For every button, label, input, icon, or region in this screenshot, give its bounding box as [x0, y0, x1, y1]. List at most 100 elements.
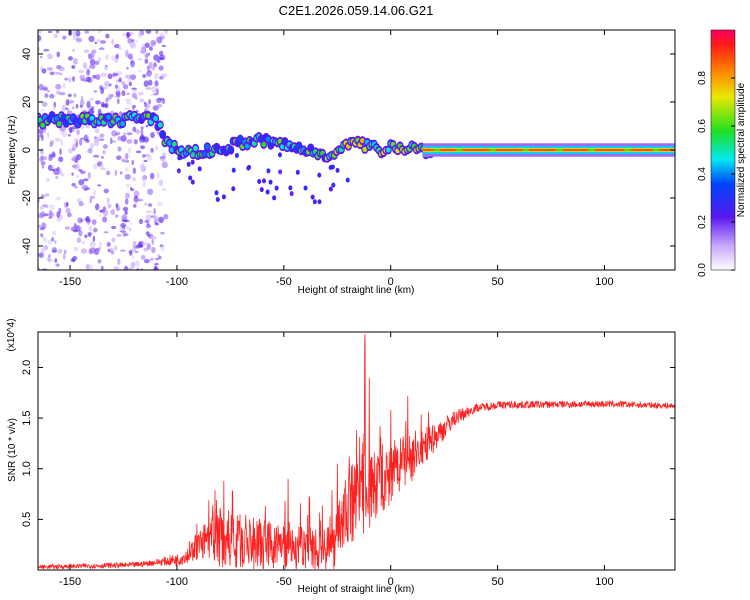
noise-speckle [119, 227, 124, 231]
noise-speckle [78, 169, 83, 172]
noise-speckle [155, 88, 159, 95]
noise-speckle [129, 222, 133, 225]
noise-speckle [80, 170, 86, 174]
noise-speckle [93, 139, 100, 147]
noise-speckle [151, 66, 155, 71]
noise-speckle [44, 93, 49, 98]
noise-speckle [149, 258, 154, 261]
noise-speckle [75, 37, 83, 43]
noise-blob [335, 167, 340, 173]
noise-speckle [123, 265, 129, 270]
spectrogram-y-tick-label: -40 [21, 238, 33, 254]
noise-speckle [142, 181, 146, 188]
noise-speckle [154, 80, 159, 87]
noise-speckle [43, 236, 48, 243]
noise-speckle [137, 58, 143, 61]
noise-blob [190, 179, 195, 185]
noise-speckle [153, 208, 156, 215]
noise-speckle [41, 68, 47, 74]
noise-speckle [128, 147, 132, 154]
noise-blob [274, 185, 279, 191]
noise-speckle [72, 106, 75, 110]
noise-speckle [116, 155, 122, 160]
noise-blob [261, 178, 266, 184]
noise-speckle [141, 241, 148, 246]
noise-speckle [124, 107, 131, 110]
spectrogram-heat-layer [38, 30, 675, 270]
noise-speckle [150, 147, 154, 153]
noise-blob [186, 161, 191, 167]
noise-speckle [110, 208, 116, 216]
noise-speckle [140, 129, 144, 136]
noise-speckle [39, 206, 44, 210]
noise-speckle [100, 265, 104, 270]
noise-speckle [125, 226, 131, 229]
ridge-blob [261, 141, 267, 148]
noise-speckle [163, 213, 169, 220]
noise-speckle [156, 103, 163, 108]
noise-speckle [143, 259, 150, 264]
noise-speckle [98, 47, 105, 51]
noise-speckle [88, 35, 95, 43]
noise-speckle [40, 233, 44, 238]
noise-blob [246, 164, 251, 170]
noise-speckle [138, 218, 144, 225]
noise-speckle [133, 204, 137, 208]
steady-band-segment [489, 149, 496, 151]
noise-speckle [38, 34, 42, 42]
noise-speckle [83, 49, 90, 54]
noise-speckle [38, 30, 42, 34]
noise-speckle [145, 30, 152, 34]
noise-speckle [81, 241, 85, 244]
noise-speckle [114, 169, 118, 176]
noise-speckle [99, 85, 104, 90]
spectrogram-y-tick-label: 20 [21, 96, 33, 108]
steady-band-segment [456, 149, 463, 151]
noise-speckle [156, 36, 163, 44]
noise-blob [277, 152, 282, 158]
snr-y-tick-label: 0.5 [21, 512, 33, 527]
noise-speckle [154, 72, 159, 80]
noise-speckle [156, 97, 162, 104]
noise-speckle [67, 56, 74, 61]
noise-speckle [115, 84, 118, 89]
noise-speckle [121, 90, 126, 97]
noise-blob [317, 172, 322, 178]
spectrogram-y-tick-label: 0 [21, 147, 33, 153]
noise-speckle [105, 54, 109, 61]
noise-speckle [130, 261, 136, 269]
noise-speckle [97, 184, 102, 187]
noise-speckle [51, 168, 56, 172]
steady-band-segment [588, 149, 596, 151]
noise-speckle [117, 146, 122, 152]
noise-speckle [121, 219, 128, 222]
noise-speckle [132, 240, 137, 248]
noise-speckle [153, 62, 157, 68]
snr-x-tick-label: -50 [276, 576, 292, 588]
noise-speckle [156, 172, 160, 179]
noise-speckle [93, 189, 97, 196]
noise-speckle [114, 214, 119, 218]
noise-speckle [116, 234, 122, 237]
noise-speckle [147, 188, 154, 196]
noise-speckle [71, 65, 75, 69]
snr-x-ticks: -150 -100 -50 0 50 100 [59, 332, 614, 588]
ridge-blob [202, 151, 208, 157]
noise-speckle [94, 60, 100, 66]
noise-speckle [106, 197, 110, 204]
noise-speckle [80, 137, 85, 140]
noise-speckle [99, 133, 105, 138]
noise-speckle [155, 30, 159, 34]
noise-speckle [49, 93, 55, 99]
noise-speckle [46, 90, 50, 93]
noise-speckle [135, 244, 141, 249]
noise-speckle [123, 132, 127, 137]
noise-speckle [126, 138, 133, 144]
noise-speckle [140, 126, 144, 130]
snr-frame [37, 331, 676, 571]
noise-speckle [102, 216, 108, 223]
noise-speckle [153, 54, 160, 61]
noise-speckle [122, 230, 127, 237]
noise-speckle [78, 229, 83, 237]
noise-speckle [104, 83, 108, 90]
